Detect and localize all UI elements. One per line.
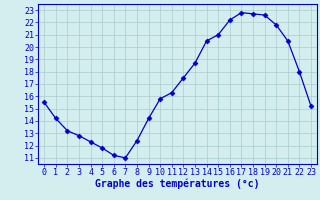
- X-axis label: Graphe des températures (°c): Graphe des températures (°c): [95, 179, 260, 189]
